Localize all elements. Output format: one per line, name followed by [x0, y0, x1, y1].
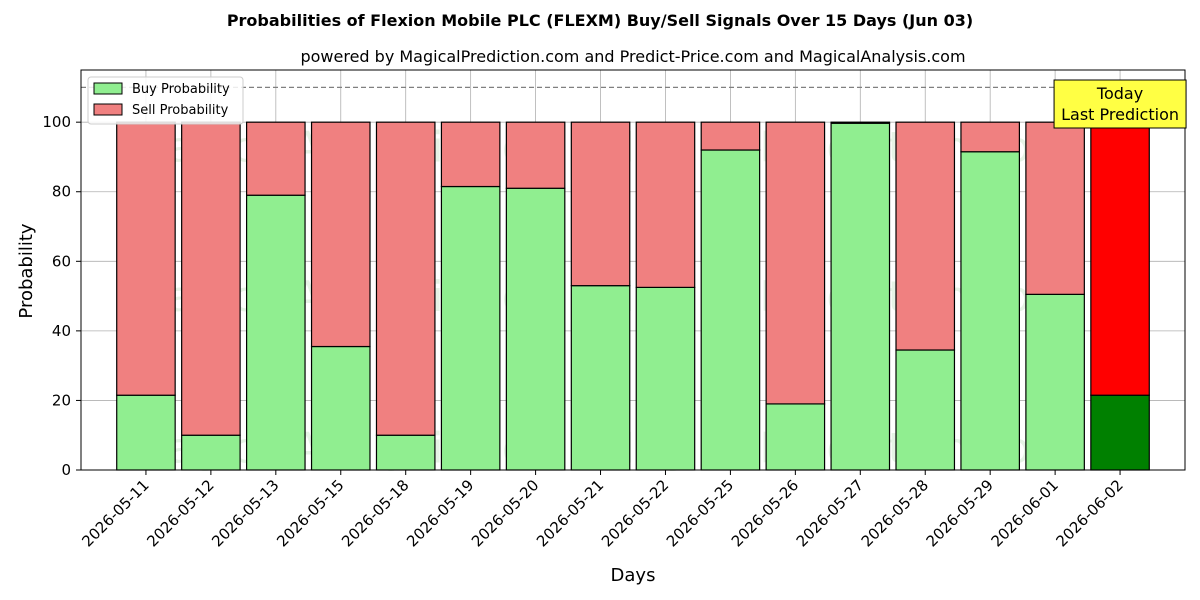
annotation-line1: Today — [1096, 84, 1143, 103]
bar-sell — [375, 121, 436, 436]
bar-buy — [181, 434, 241, 471]
bar-buy — [116, 394, 176, 471]
bar-sell — [635, 121, 696, 288]
y-tick-label: 20 — [52, 391, 71, 409]
plot-frame — [80, 69, 1186, 471]
y-tick-label: 40 — [52, 322, 71, 340]
bar-sell — [570, 121, 631, 287]
bar-buy — [375, 434, 436, 471]
bar-buy — [570, 285, 631, 471]
x-axis-label: Days — [611, 565, 656, 586]
bar-sell — [960, 121, 1021, 153]
bar-sell — [1025, 121, 1085, 295]
bar-sell — [895, 121, 956, 351]
y-tick-label: 60 — [52, 252, 71, 270]
bar-buy — [505, 187, 566, 471]
y-tick-label: 80 — [52, 183, 71, 201]
y-tick-label: 100 — [42, 113, 71, 131]
today-annotation: Today Last Prediction — [1053, 79, 1187, 129]
bar-buy — [310, 345, 371, 471]
y-tick-label: 0 — [61, 461, 71, 479]
bar-buy — [1025, 293, 1085, 471]
bar-buy — [246, 194, 306, 471]
bar-buy — [440, 185, 501, 471]
bar-sell — [1090, 121, 1150, 396]
bar-buy — [700, 149, 761, 471]
bar-sell — [181, 121, 241, 436]
legend-swatch — [93, 82, 123, 95]
legend-label: Sell Probability — [132, 103, 229, 118]
bar-sell — [505, 121, 566, 189]
bar-sell — [830, 121, 891, 124]
legend-swatch — [93, 103, 123, 116]
bar-sell — [700, 121, 761, 151]
bar-sell — [765, 121, 826, 405]
annotation-line2: Last Prediction — [1061, 105, 1179, 124]
bar-sell — [440, 121, 501, 188]
legend-box — [87, 76, 244, 125]
chart-title: Probabilities of Flexion Mobile PLC (FLE… — [227, 11, 973, 30]
legend: Buy Probability Sell Probability — [87, 76, 244, 125]
bar-buy — [830, 122, 891, 471]
bar-sell — [310, 121, 371, 348]
bar-sell — [116, 121, 176, 396]
y-axis-label: Probability — [16, 223, 37, 318]
annotation-box — [1053, 79, 1187, 129]
bar-buy — [1090, 394, 1150, 471]
bar-buy — [635, 286, 696, 471]
legend-label: Buy Probability — [132, 82, 230, 97]
bar-buy — [765, 403, 826, 471]
bar-buy — [895, 349, 956, 471]
bar-buy — [960, 151, 1021, 471]
bars — [116, 121, 1150, 471]
chart-subtitle: powered by MagicalPrediction.com and Pre… — [300, 47, 965, 66]
bar-sell — [246, 121, 306, 196]
